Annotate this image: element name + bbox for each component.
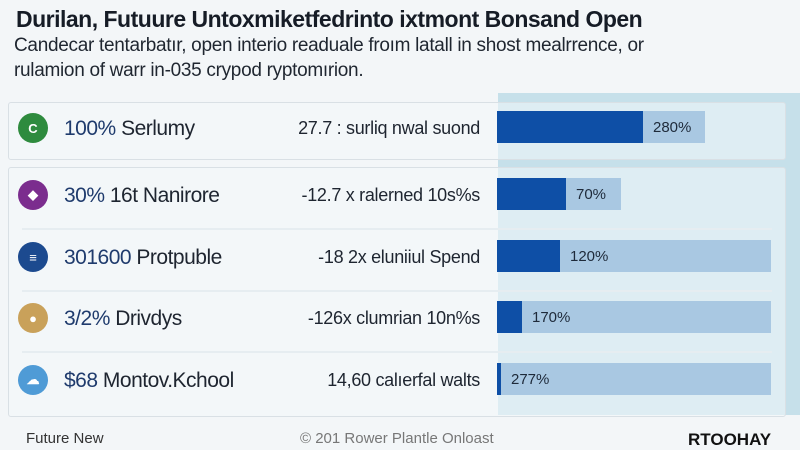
bar-percent: 280%: [653, 119, 692, 136]
subtitle-line-1: Candecar tentarbatır, open interio readu…: [14, 35, 644, 56]
bar-percent: 170%: [532, 309, 571, 326]
row-value: 301600: [64, 246, 132, 269]
row-value: $68: [64, 369, 98, 392]
bar-track: 280%: [497, 111, 705, 143]
icon-glyph: ☁: [26, 372, 40, 387]
bar-percent: 70%: [576, 186, 607, 203]
row-title: 3/2% Drivdys: [64, 307, 182, 331]
divider: [22, 290, 772, 292]
table-row: ◆ 30% 16t Nanirore -12.7 x ralerned 10s%…: [18, 176, 778, 216]
row-label: Montov.Kchool: [102, 369, 234, 392]
brand-logo: RTOOHAY: [688, 430, 772, 449]
row-value: 3/2%: [64, 307, 110, 330]
bar-track: 120%: [497, 240, 771, 272]
red-shield-icon: ●: [18, 303, 48, 333]
footer-left: Future New: [26, 430, 104, 447]
bar-percent: 120%: [570, 248, 609, 265]
row-label: Serlumy: [121, 117, 195, 140]
bar-fill: [497, 178, 566, 210]
landscape-icon: ☁: [18, 365, 48, 395]
row-description: -12.7 x ralerned 10s%s: [301, 185, 481, 205]
divider: [22, 228, 772, 230]
purple-badge-icon: ◆: [18, 180, 48, 210]
row-label: Protpuble: [136, 246, 222, 269]
row-title: 100% Serlumy: [64, 117, 195, 141]
bar-fill: [497, 301, 522, 333]
row-description: -126x clumrian 10n%s: [307, 308, 480, 328]
icon-glyph: ◆: [28, 187, 38, 202]
subtitle-line-2: rulamion of warr in-035 crypod ryptomıri…: [14, 60, 364, 81]
row-title: 301600 Protpuble: [64, 246, 222, 270]
row-value: 100%: [64, 117, 116, 140]
row-label: 16t Nanirore: [109, 184, 220, 207]
bar-fill: [497, 363, 501, 395]
table-row: ☁ $68 Montov.Kchool 14,60 calıerfal walt…: [18, 361, 778, 401]
page-title: Durilan, Futuure Untoxmiketfedrinto ixtm…: [16, 6, 643, 32]
table-row: ≡ 301600 Protpuble -18 2x eluniiul Spend…: [18, 238, 778, 278]
row-value: 30%: [64, 184, 105, 207]
bar-fill: [497, 111, 643, 143]
row-title: 30% 16t Nanirore: [64, 184, 220, 208]
icon-glyph: C: [28, 120, 38, 136]
bar-percent: 277%: [511, 371, 550, 388]
bar-track: 170%: [497, 301, 771, 333]
bar-track: 70%: [497, 178, 621, 210]
table-row: ● 3/2% Drivdys -126x clumrian 10n%s 170%: [18, 299, 778, 339]
row-title: $68 Montov.Kchool: [64, 369, 234, 393]
footer-copyright: © 201 Rower Plantle Onloast: [300, 430, 494, 447]
divider: [22, 351, 772, 353]
icon-glyph: ●: [29, 310, 37, 326]
table-row: C 100% Serlumy 27.7 : surliq nwal suond …: [18, 109, 778, 149]
blue-seal-icon: ≡: [18, 242, 48, 272]
row-description: 14,60 calıerfal walts: [327, 370, 480, 390]
row-description: 27.7 : surliq nwal suond: [298, 118, 480, 138]
icon-glyph: ≡: [29, 249, 37, 265]
bar-fill: [497, 240, 560, 272]
bar-track: 277%: [497, 363, 771, 395]
row-label: Drivdys: [115, 307, 182, 330]
row-description: -18 2x eluniiul Spend: [318, 247, 480, 267]
green-coin-icon: C: [18, 113, 48, 143]
